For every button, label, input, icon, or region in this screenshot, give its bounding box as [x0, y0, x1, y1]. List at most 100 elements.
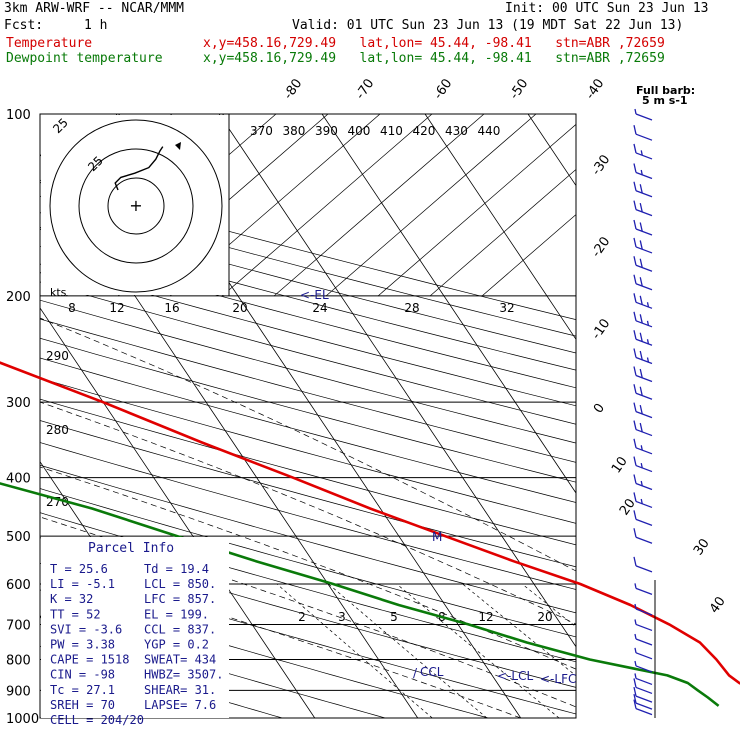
hodograph-arrow — [175, 142, 181, 150]
isotherm-line — [527, 114, 576, 187]
wind-barb — [633, 556, 653, 573]
wind-barb — [634, 619, 653, 632]
wind-barb — [633, 474, 653, 491]
wind-barb-flag — [633, 402, 637, 412]
level-marker-label: CCL — [420, 665, 444, 679]
wind-barb — [634, 108, 653, 121]
wind-barb — [633, 366, 653, 383]
wind-barb-shaft — [635, 665, 653, 673]
parcel-info-left: K = 32 — [50, 592, 93, 606]
pressure-tick-label: 900 — [6, 684, 31, 699]
wind-barb-shaft — [635, 283, 653, 291]
wind-barb-flag — [633, 474, 637, 484]
dry-adiabat-line — [40, 263, 576, 407]
pressure-tick-label: 200 — [6, 290, 31, 305]
wind-barb-flag — [639, 368, 643, 379]
level-marker-label: <-LFC — [540, 672, 576, 686]
wind-barb-half — [634, 633, 637, 640]
theta-label: 410 — [380, 124, 403, 138]
wind-barb — [633, 143, 653, 160]
wind-barb-flag — [639, 404, 643, 415]
wind-barb-shaft — [635, 301, 653, 309]
wind-barb-shaft — [635, 702, 653, 710]
wind-barb-flag — [639, 222, 643, 232]
parcel-info-right: SWEAT= 434 — [144, 653, 216, 667]
isotherm-line — [734, 114, 740, 718]
wind-barb-shaft — [635, 228, 653, 236]
wind-barb — [633, 237, 653, 254]
wind-barb-half — [634, 108, 637, 115]
wind-barb-shaft — [635, 677, 653, 686]
parcel-info-box — [41, 537, 229, 718]
wind-barb — [634, 603, 653, 616]
isotherm-label: -20 — [589, 234, 613, 260]
wind-barb-flag — [633, 348, 637, 358]
x-tick-label: 8 — [68, 301, 76, 315]
wind-barb-half — [640, 480, 643, 487]
x-tick-label: 28 — [404, 301, 419, 315]
parcel-info-left: TT = 52 — [50, 607, 101, 621]
isotherm-label: 40 — [707, 594, 729, 616]
wind-barb — [633, 686, 653, 703]
wind-barb-flag — [639, 184, 643, 194]
temperature-location: x,y=458.16,729.49 lat,lon= 45.44, -98.41… — [203, 36, 665, 51]
parcel-info-right: LCL = 850. — [144, 577, 216, 591]
wind-barb-flag — [633, 699, 637, 709]
dry-adiabat-line — [40, 420, 576, 568]
wind-barb — [633, 256, 653, 272]
wind-barb — [634, 673, 653, 686]
x-tick-label: 24 — [312, 301, 327, 315]
dry-adiabat-line — [40, 318, 576, 463]
isotherm-line — [0, 114, 6, 718]
theta-line — [325, 114, 537, 297]
valid-time: Valid: 01 UTC Sun 23 Jun 13 (19 MDT Sat … — [292, 18, 684, 33]
isotherm-line — [218, 114, 576, 648]
ccl-tick: / — [413, 666, 418, 680]
wind-legend-units: 5 m s-1 — [642, 94, 688, 107]
parcel-info-right: HWBZ= 3507. — [144, 668, 223, 682]
wind-barb-flag — [633, 528, 637, 538]
isotherm-label: 0 — [591, 401, 608, 416]
wind-barb — [633, 699, 653, 716]
wind-barb-shaft — [635, 565, 653, 573]
wind-barb-shaft — [635, 190, 653, 198]
wind-barb-shaft — [635, 392, 653, 400]
wind-barb-half — [646, 302, 650, 308]
wind-barb-flag — [633, 694, 637, 704]
dewpoint-location: x,y=458.16,729.49 lat,lon= 45.44, -98.41… — [203, 51, 665, 66]
wind-barb-shaft — [635, 133, 653, 141]
dry-adiabat-line — [40, 488, 576, 638]
wind-barb — [633, 200, 653, 217]
theta-line — [481, 214, 576, 297]
x-tick-label: 20 — [232, 301, 247, 315]
wind-barb-half — [640, 150, 643, 156]
wind-barb-flag — [639, 386, 643, 396]
wind-barb — [633, 456, 653, 473]
wind-barb-flag — [633, 219, 637, 230]
wind-barb-shaft — [635, 608, 653, 616]
isotherm-line — [40, 307, 316, 718]
wind-barb-half — [634, 583, 637, 589]
parcel-info-left: PW = 3.38 — [50, 638, 115, 652]
wind-barb — [633, 384, 653, 400]
wind-barb-flag — [633, 311, 637, 321]
parcel-info-left: T = 25.6 — [50, 562, 108, 576]
wind-barb-shaft — [635, 374, 653, 383]
wind-barb-shaft — [635, 447, 653, 455]
wind-barb — [633, 528, 653, 544]
wind-barb-flag — [633, 384, 637, 394]
isotherm-label: 30 — [691, 536, 713, 558]
wind-barb-shaft — [635, 623, 653, 632]
level-marker-label: <-EL — [300, 288, 329, 302]
wind-barb-half — [634, 673, 637, 679]
wind-barb-flag — [633, 125, 637, 135]
hodograph-units: kts — [50, 286, 67, 299]
isotherm-line — [321, 114, 576, 494]
hodograph-ring — [78, 148, 194, 264]
forecast-label: Fcst: — [4, 18, 44, 33]
wind-barb-shaft — [635, 500, 653, 509]
wind-barb-flag — [633, 510, 637, 520]
wind-barb-flag — [633, 274, 637, 284]
wind-barb-flag — [633, 237, 637, 248]
